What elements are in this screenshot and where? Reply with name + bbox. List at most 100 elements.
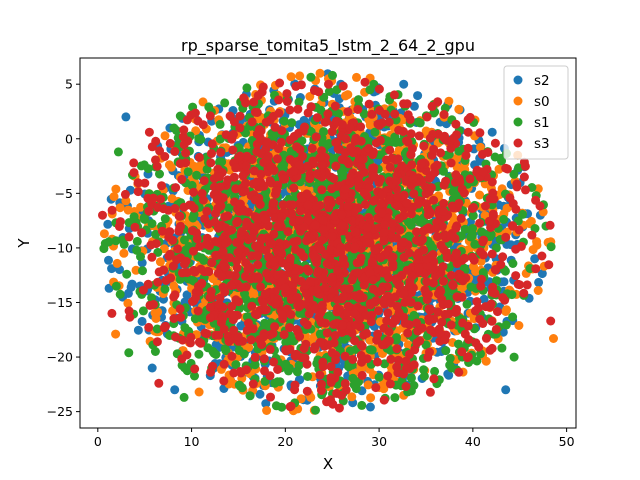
point-s2	[399, 79, 409, 89]
point-s1	[306, 72, 316, 82]
point-s1	[359, 109, 369, 119]
point-s1	[152, 324, 162, 334]
point-s2	[126, 282, 136, 292]
point-s1	[279, 116, 289, 126]
point-s1	[115, 289, 125, 299]
point-s1	[292, 367, 302, 377]
point-s1	[367, 345, 377, 355]
point-s2	[299, 115, 309, 125]
point-s3	[330, 331, 340, 340]
point-s1	[182, 366, 192, 376]
point-s1	[297, 136, 307, 146]
point-s3	[360, 77, 370, 87]
chart-title: rp_sparse_tomita5_lstm_2_64_2_gpu	[181, 36, 475, 56]
point-s0	[244, 343, 254, 352]
point-s3	[278, 200, 288, 210]
point-s0	[111, 184, 121, 194]
point-s1	[284, 363, 294, 373]
point-s1	[136, 252, 145, 262]
point-s0	[111, 329, 121, 339]
point-s3	[501, 232, 511, 242]
point-s1	[508, 312, 518, 322]
point-s0	[532, 237, 542, 247]
point-s1	[509, 169, 519, 179]
point-s3	[241, 365, 251, 375]
point-s1	[546, 242, 556, 252]
point-s1	[319, 127, 329, 137]
point-s2	[182, 290, 192, 300]
point-s1	[281, 337, 291, 347]
point-s1	[197, 313, 206, 323]
point-s0	[160, 131, 170, 141]
point-s1	[124, 348, 134, 358]
point-s3	[144, 206, 154, 216]
point-s0	[494, 164, 504, 174]
point-s3	[475, 128, 485, 138]
point-s2	[487, 127, 497, 137]
point-s3	[178, 335, 188, 345]
point-s3	[414, 131, 424, 141]
point-s1	[392, 333, 401, 343]
point-s1	[354, 95, 363, 105]
point-s1	[467, 229, 477, 239]
point-s1	[155, 169, 164, 179]
point-s3	[429, 374, 439, 384]
point-s1	[132, 236, 142, 246]
point-s3	[231, 184, 241, 194]
point-s1	[221, 346, 231, 356]
point-s1	[287, 118, 297, 128]
point-s1	[231, 360, 241, 370]
point-s2	[534, 277, 544, 287]
point-s1	[197, 253, 207, 263]
point-s0	[109, 192, 119, 202]
point-s0	[502, 203, 512, 213]
point-s3	[266, 392, 275, 402]
point-s1	[234, 346, 244, 355]
point-s2	[255, 389, 265, 399]
point-s3	[165, 138, 175, 148]
point-s0	[286, 72, 296, 82]
point-s3	[425, 387, 435, 397]
point-s1	[215, 119, 225, 129]
point-s3	[475, 218, 485, 228]
point-s1	[466, 282, 476, 292]
point-s3	[472, 297, 482, 307]
point-s0	[112, 258, 122, 268]
point-s1	[447, 363, 457, 373]
point-s1	[139, 160, 149, 170]
point-s3	[285, 323, 295, 333]
point-s0	[363, 380, 373, 390]
point-s1	[441, 346, 451, 356]
point-s3	[521, 185, 530, 195]
point-s3	[338, 81, 348, 91]
point-s1	[406, 373, 416, 383]
point-s0	[115, 203, 125, 213]
point-s3	[219, 324, 229, 334]
point-s0	[131, 265, 141, 275]
point-s3	[252, 310, 262, 320]
point-s3	[165, 249, 175, 259]
point-s1	[224, 203, 234, 213]
point-s1	[160, 284, 170, 294]
point-s2	[537, 269, 547, 279]
point-s3	[463, 143, 473, 153]
point-s1	[190, 371, 199, 381]
point-s0	[514, 321, 524, 330]
point-s3	[439, 198, 449, 208]
point-s0	[119, 248, 129, 258]
point-s3	[207, 258, 217, 268]
point-s3	[371, 383, 381, 393]
point-s1	[499, 214, 509, 224]
point-s2	[104, 283, 114, 293]
point-s0	[123, 205, 133, 215]
point-s1	[352, 282, 362, 292]
point-s1	[324, 87, 334, 96]
point-s1	[415, 217, 425, 227]
point-s2	[479, 294, 489, 304]
point-s1	[382, 136, 392, 146]
point-s3	[326, 377, 336, 387]
point-s1	[445, 354, 455, 363]
point-s0	[454, 104, 464, 114]
point-s1	[181, 245, 191, 255]
